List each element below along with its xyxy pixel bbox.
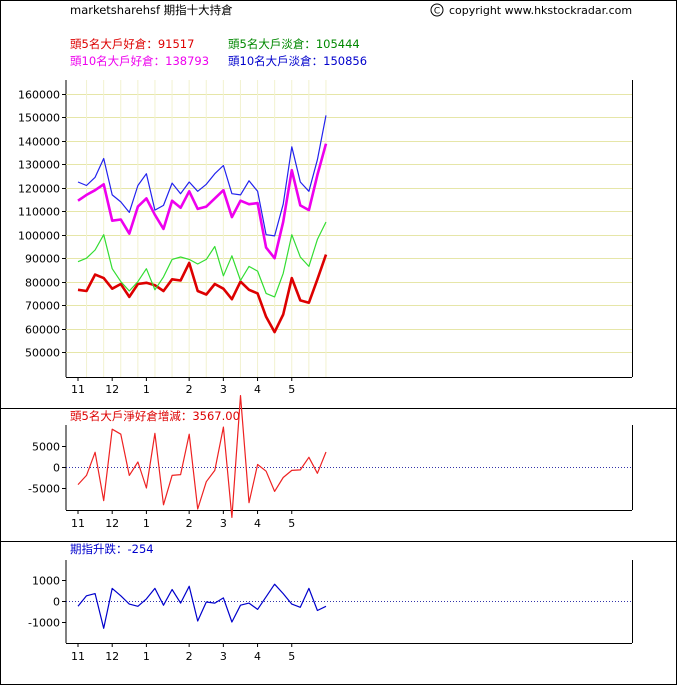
x-tick-label: 4 <box>254 517 261 530</box>
x-tick-label: 1 <box>143 383 150 396</box>
copyright: C copyright www.hkstockradar.com <box>430 3 632 17</box>
y-tick-label: -5000 <box>28 483 60 496</box>
copyright-icon <box>430 3 444 17</box>
x-tick-label: 5 <box>288 650 295 663</box>
legend-top10-short-label: 頭10名大戶淡倉： <box>228 54 323 68</box>
plots: 5000060000700008000090000100000110000120… <box>18 80 633 663</box>
x-tick-label: 3 <box>220 383 227 396</box>
y-tick-label: 1000 <box>32 575 60 588</box>
x-tick-label: 12 <box>105 383 119 396</box>
legend-top10-short-value: 150856 <box>323 54 367 68</box>
series-line-1-2 <box>77 221 327 298</box>
legend-top5-short: 頭5名大戶淡倉：105444 <box>228 37 360 51</box>
y-tick-label: 60000 <box>25 324 60 337</box>
y-tick-label: 140000 <box>18 136 60 149</box>
series-line-1-1 <box>77 254 328 334</box>
x-tick-label: 4 <box>254 383 261 396</box>
legend-top5-long-value: 91517 <box>158 37 195 51</box>
y-tick-label: 50000 <box>25 347 60 360</box>
x-tick-label: 12 <box>105 517 119 530</box>
series-line-1-3 <box>77 143 328 260</box>
y-tick-label: 150000 <box>18 112 60 125</box>
panel2-label-value: 3567.00 <box>192 409 240 423</box>
x-tick-label: 1 <box>143 517 150 530</box>
y-tick-label: 80000 <box>25 277 60 290</box>
y-tick-label: 160000 <box>18 89 60 102</box>
series-line-1-4 <box>77 115 327 237</box>
x-tick-label: 3 <box>220 650 227 663</box>
panel3-label-value: -254 <box>128 542 154 556</box>
panel3-label-text: 期指升跌： <box>70 542 128 556</box>
x-tick-label: 2 <box>186 517 193 530</box>
y-tick-label: 0 <box>53 596 60 609</box>
legend-top10-long-value: 138793 <box>165 54 209 68</box>
panel3-label: 期指升跌：-254 <box>70 542 154 556</box>
panel2-label-text: 頭5名大戶淨好倉增減： <box>70 409 192 423</box>
legend-top5-long-label: 頭5名大戶好倉： <box>70 37 158 51</box>
y-tick-label: 120000 <box>18 183 60 196</box>
legend-top5-short-label: 頭5名大戶淡倉： <box>228 37 316 51</box>
y-tick-label: 0 <box>53 462 60 475</box>
legend-top5-short-value: 105444 <box>316 37 360 51</box>
legend-top10-long-label: 頭10名大戶好倉： <box>70 54 165 68</box>
x-tick-label: 2 <box>186 650 193 663</box>
y-tick-label: 130000 <box>18 159 60 172</box>
panel2-label: 頭5名大戶淨好倉增減：3567.00 <box>70 409 240 423</box>
y-tick-label: -1000 <box>28 617 60 630</box>
copyright-text: copyright www.hkstockradar.com <box>449 4 632 17</box>
y-tick-label: 110000 <box>18 206 60 219</box>
y-tick-label: 5000 <box>32 441 60 454</box>
y-tick-label: 90000 <box>25 253 60 266</box>
x-tick-label: 3 <box>220 517 227 530</box>
legend-top5-long: 頭5名大戶好倉：91517 <box>70 37 194 51</box>
plot-panel-1: 50000 60000 70000 80000 90000 100000 110000 120… <box>18 80 633 396</box>
x-tick-label: 11 <box>71 517 85 530</box>
x-tick-label: 5 <box>288 517 295 530</box>
x-tick-label: 12 <box>105 650 119 663</box>
series-line-2-1 <box>77 395 327 519</box>
chart-title: marketsharehsf 期指十大持倉 <box>70 3 233 17</box>
x-tick-label: 11 <box>71 383 85 396</box>
legend-top10-long: 頭10名大戶好倉：138793 <box>70 54 209 68</box>
y-tick-label: 70000 <box>25 300 60 313</box>
legend-top10-short: 頭10名大戶淡倉：150856 <box>228 54 367 68</box>
series-line-3-1 <box>77 583 327 629</box>
y-tick-label: 100000 <box>18 230 60 243</box>
x-tick-label: 4 <box>254 650 261 663</box>
x-tick-label: 5 <box>288 383 295 396</box>
x-tick-label: 11 <box>71 650 85 663</box>
copyright-symbol: C <box>434 7 440 17</box>
x-tick-label: 2 <box>186 383 193 396</box>
x-tick-label: 1 <box>143 650 150 663</box>
